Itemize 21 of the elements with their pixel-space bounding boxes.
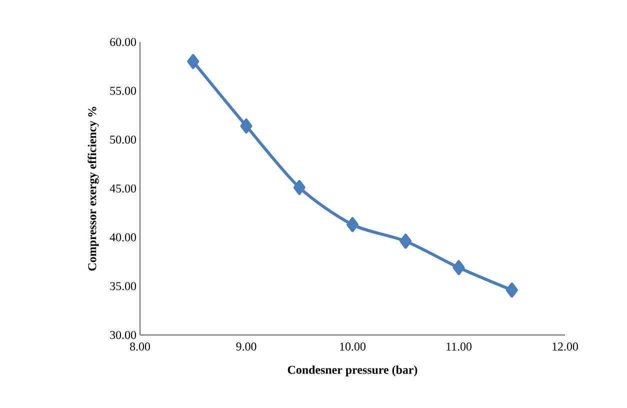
y-axis-title: Compressor exergy efficiency % [88,106,99,271]
x-tick-label: 8.00 [130,342,150,351]
x-axis-title: Condesner pressure (bar) [288,365,418,376]
x-tick-label: 9.00 [236,342,256,351]
y-tick-label: 40.00 [110,233,136,242]
point [187,54,200,70]
y-tick-label: 45.00 [110,184,136,193]
point [240,118,252,134]
y-tick-label: 30.00 [110,330,136,340]
x-tick-label: 11.00 [446,342,472,351]
y-tick-label: 55.00 [110,86,136,95]
point [506,282,518,298]
x-tick-label: 10.00 [340,342,366,351]
y-tick-label: 60.00 [110,38,136,46]
y-tick-label: 50.00 [110,136,136,144]
x-tick-label: 12.00 [552,342,578,351]
point [293,180,306,196]
point [346,217,359,232]
point [400,234,412,249]
point [452,260,465,276]
y-tick-label: 35.00 [110,282,136,290]
